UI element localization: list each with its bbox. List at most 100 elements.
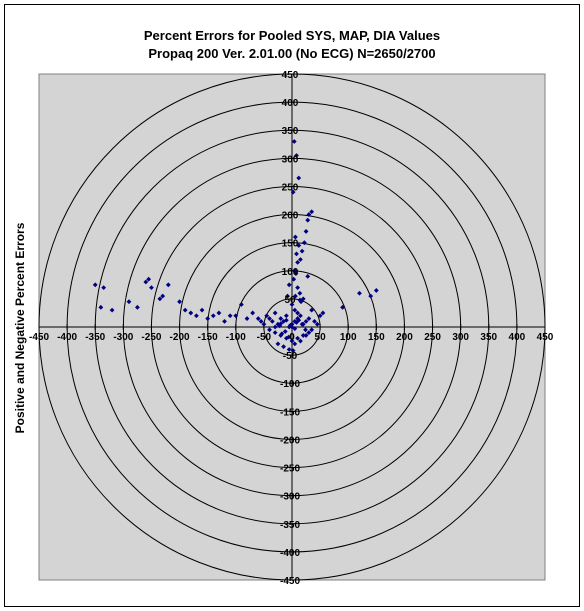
data-point: [303, 229, 309, 234]
data-point: [292, 234, 298, 240]
data-point: [272, 324, 278, 330]
data-point: [291, 139, 297, 144]
x-tick-label: 0: [289, 332, 295, 343]
data-point: [297, 290, 303, 296]
data-point: [306, 330, 312, 336]
data-point: [299, 321, 305, 327]
data-point: [165, 282, 171, 288]
data-point: [222, 318, 227, 324]
data-point: [286, 282, 292, 288]
y-tick-label: -300: [280, 492, 300, 503]
data-point: [250, 310, 256, 316]
x-tick-label: -450: [29, 332, 49, 343]
x-tick-label: -300: [113, 332, 133, 343]
data-point: [299, 248, 305, 254]
y-tick-label: -450: [280, 576, 300, 587]
data-point: [289, 338, 295, 344]
data-point: [278, 321, 284, 327]
y-tick-label: 350: [282, 126, 299, 137]
data-point: [194, 313, 199, 319]
y-tick-label: 300: [282, 154, 299, 165]
data-point: [294, 251, 299, 257]
data-point: [277, 323, 283, 329]
data-point: [309, 209, 315, 215]
data-point: [303, 333, 309, 338]
data-point: [143, 279, 149, 285]
data-point: [368, 293, 374, 299]
data-point: [286, 334, 292, 340]
x-tick-label: -250: [141, 332, 161, 343]
y-tick-label: 150: [282, 239, 299, 250]
data-point: [312, 318, 317, 324]
y-tick-label: 50: [284, 295, 296, 306]
data-point: [279, 331, 285, 337]
data-point: [146, 276, 152, 282]
data-point: [290, 189, 296, 195]
data-point: [281, 344, 286, 350]
data-point: [292, 268, 298, 274]
data-point: [160, 293, 166, 299]
x-tick-label: 100: [340, 332, 357, 343]
data-point: [300, 333, 306, 338]
data-point: [275, 341, 281, 347]
x-tick-label: -200: [170, 332, 190, 343]
data-point: [357, 290, 362, 296]
data-point: [267, 327, 272, 333]
data-point: [149, 285, 154, 291]
data-point: [301, 240, 307, 246]
data-point: [188, 310, 194, 316]
data-point: [286, 347, 292, 352]
x-tick-label: 200: [396, 332, 413, 343]
data-point: [314, 321, 320, 327]
chart-subtitle: Propaq 200 Ver. 2.01.00 (No ECG) N=2650/…: [148, 46, 435, 61]
data-point: [305, 274, 311, 279]
data-point: [293, 271, 299, 276]
data-point: [126, 299, 132, 305]
plot-area: -450 -400 -350 -300 -250 -200 -150 -100 -50 0 50 10…: [29, 70, 554, 587]
x-tick-label: 250: [424, 332, 441, 343]
data-point: [177, 299, 182, 305]
data-point: [283, 313, 289, 319]
data-point: [210, 313, 216, 319]
y-tick-label: 200: [282, 211, 299, 222]
data-point: [287, 322, 293, 328]
data-point: [306, 316, 312, 321]
data-point: [109, 307, 115, 313]
y-tick-label: 450: [282, 70, 299, 81]
x-tick-label: 350: [480, 332, 497, 343]
data-point: [296, 243, 302, 248]
data-point: [244, 316, 250, 321]
x-tick-label: 450: [537, 332, 554, 343]
data-point: [298, 257, 303, 262]
data-point: [291, 276, 297, 282]
data-point: [227, 313, 233, 319]
data-point: [294, 153, 299, 158]
y-axis-label: Positive and Negative Percent Errors: [13, 222, 27, 433]
data-point: [295, 335, 301, 341]
data-point: [289, 324, 295, 330]
data-point: [205, 316, 211, 321]
data-point: [298, 338, 303, 344]
x-tick-label: 150: [368, 332, 385, 343]
data-point: [216, 310, 222, 316]
data-point: [157, 296, 163, 302]
data-point: [269, 318, 275, 324]
data-point: [297, 297, 303, 303]
data-point: [289, 302, 295, 307]
data-point: [298, 313, 303, 319]
data-point: [317, 313, 323, 319]
data-point: [309, 307, 315, 313]
data-point: [258, 318, 264, 324]
y-tick-label: -350: [280, 520, 300, 531]
data-point: [233, 313, 239, 319]
data-point: [134, 304, 140, 310]
x-tick-label: -50: [257, 332, 272, 343]
data-point: [296, 175, 302, 181]
data-point: [92, 282, 98, 288]
data-point: [303, 327, 308, 333]
data-point: [340, 304, 345, 310]
data-point: [283, 317, 289, 323]
y-tick-label: -50: [283, 351, 298, 362]
data-point: [285, 293, 290, 299]
